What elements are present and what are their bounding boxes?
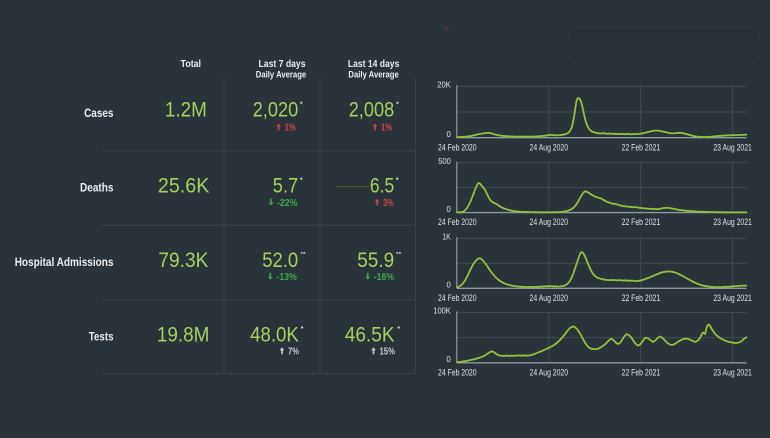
svg-text:3%: 3% bbox=[383, 198, 394, 209]
svg-text:24 Aug 2020: 24 Aug 2020 bbox=[530, 367, 569, 377]
svg-text:23 Aug 2021: 23 Aug 2021 bbox=[713, 293, 752, 303]
svg-text:Tests: Tests bbox=[89, 329, 114, 343]
svg-text:100K: 100K bbox=[433, 306, 451, 316]
svg-text:24 Feb 2020: 24 Feb 2020 bbox=[438, 293, 477, 303]
svg-text:Last 14 days: Last 14 days bbox=[348, 58, 400, 70]
svg-text:24 Feb 2020: 24 Feb 2020 bbox=[438, 142, 477, 152]
svg-text:52.0: 52.0 bbox=[262, 249, 298, 272]
svg-text:15%: 15% bbox=[380, 347, 396, 358]
svg-text:79.3K: 79.3K bbox=[158, 249, 208, 272]
svg-text:23 Aug 2021: 23 Aug 2021 bbox=[713, 367, 752, 377]
svg-text:7%: 7% bbox=[288, 347, 299, 358]
svg-text:6.5: 6.5 bbox=[370, 175, 394, 198]
svg-text:Daily Average: Daily Average bbox=[256, 70, 306, 80]
svg-text:2,008: 2,008 bbox=[349, 98, 395, 121]
svg-text:23 Aug 2021: 23 Aug 2021 bbox=[713, 217, 752, 227]
svg-text:22 Feb 2021: 22 Feb 2021 bbox=[622, 293, 661, 303]
svg-text:1K: 1K bbox=[442, 232, 451, 242]
svg-text:25.6K: 25.6K bbox=[158, 175, 210, 198]
svg-text:23 Aug 2021: 23 Aug 2021 bbox=[713, 142, 752, 152]
svg-text:Hospital Admissions: Hospital Admissions bbox=[15, 255, 114, 269]
svg-text:5.7: 5.7 bbox=[273, 175, 298, 198]
svg-text:48.0K: 48.0K bbox=[250, 323, 299, 346]
svg-text:0: 0 bbox=[447, 204, 452, 214]
svg-text:1%: 1% bbox=[285, 123, 296, 134]
svg-text:Deaths: Deaths bbox=[80, 181, 114, 195]
svg-text:19.8M: 19.8M bbox=[157, 323, 210, 346]
svg-text:20K: 20K bbox=[437, 80, 451, 90]
svg-text:-22%: -22% bbox=[277, 198, 298, 209]
svg-text:0: 0 bbox=[447, 280, 452, 290]
svg-text:Total: Total bbox=[181, 58, 201, 70]
svg-text:22 Feb 2021: 22 Feb 2021 bbox=[622, 367, 661, 377]
svg-text:24 Aug 2020: 24 Aug 2020 bbox=[530, 293, 569, 303]
svg-text:500: 500 bbox=[438, 156, 451, 166]
svg-text:Last 7 days: Last 7 days bbox=[259, 58, 306, 70]
svg-text:55.9: 55.9 bbox=[357, 249, 394, 272]
svg-text:1.2M: 1.2M bbox=[165, 98, 207, 121]
svg-text:1%: 1% bbox=[381, 123, 392, 134]
svg-text:22 Feb 2021: 22 Feb 2021 bbox=[622, 142, 661, 152]
svg-text:0: 0 bbox=[447, 129, 452, 139]
svg-text:0: 0 bbox=[447, 354, 452, 364]
svg-text:24 Feb 2020: 24 Feb 2020 bbox=[438, 217, 477, 227]
svg-text:-16%: -16% bbox=[374, 272, 395, 283]
svg-text:46.5K: 46.5K bbox=[345, 323, 395, 346]
svg-text:22 Feb 2021: 22 Feb 2021 bbox=[622, 217, 661, 227]
svg-text:2,020: 2,020 bbox=[253, 98, 299, 121]
svg-text:Daily Average: Daily Average bbox=[348, 70, 398, 80]
svg-text:-13%: -13% bbox=[276, 272, 297, 283]
svg-text:24 Aug 2020: 24 Aug 2020 bbox=[530, 142, 569, 152]
svg-text:Cases: Cases bbox=[84, 106, 114, 120]
svg-text:24 Aug 2020: 24 Aug 2020 bbox=[530, 217, 569, 227]
svg-text:24 Feb 2020: 24 Feb 2020 bbox=[438, 367, 477, 377]
